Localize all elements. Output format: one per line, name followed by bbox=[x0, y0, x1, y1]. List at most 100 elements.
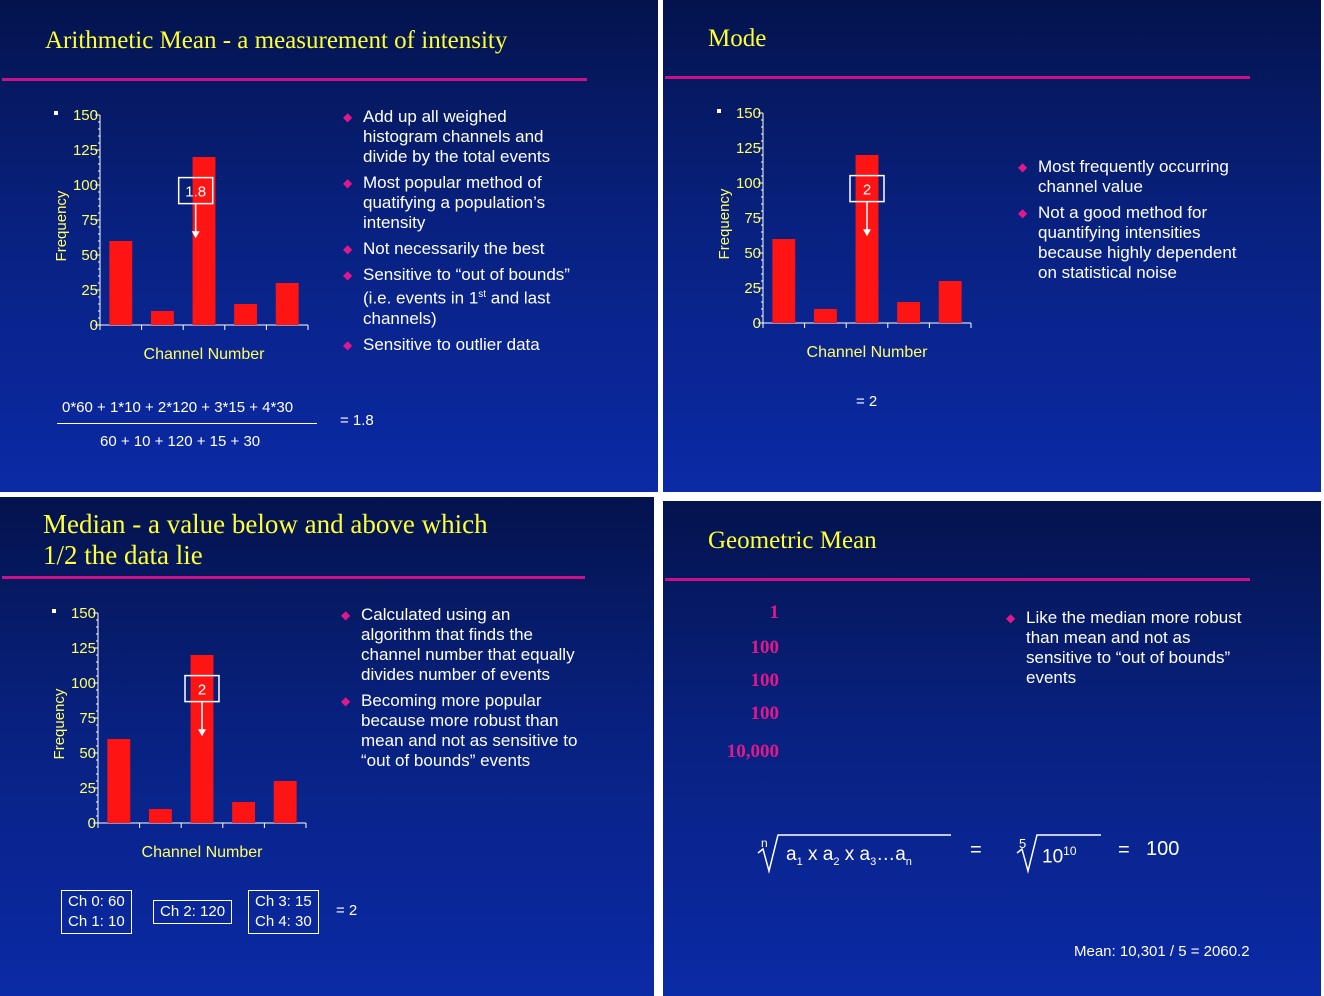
y-tick-label: 75 bbox=[79, 710, 96, 727]
y-axis-label: Frequency bbox=[51, 688, 68, 759]
bar bbox=[192, 157, 216, 325]
bullet-text: Sensitive to “out of bounds” (i.e. event… bbox=[363, 265, 570, 308]
slide-title: Mode bbox=[708, 25, 767, 52]
bullet-item: Becoming more popular because more robus… bbox=[341, 691, 581, 771]
arithmetic-mean-note: Mean: 10,301 / 5 = 2060.2 bbox=[1074, 943, 1250, 960]
y-tick-label: 150 bbox=[73, 107, 98, 124]
annotation-label: 2 bbox=[863, 182, 871, 199]
y-tick-label: 100 bbox=[736, 175, 761, 192]
title-rule bbox=[665, 76, 1250, 79]
legend-marker bbox=[52, 609, 56, 613]
slide-title: Arithmetic Mean - a measurement of inten… bbox=[45, 27, 508, 54]
slide-arithmetic-mean: Arithmetic Mean - a measurement of inten… bbox=[0, 0, 658, 492]
bullet-item: Add up all weighed histogram channels an… bbox=[343, 107, 583, 167]
formula-result: = 1.8 bbox=[340, 412, 374, 429]
bar bbox=[897, 302, 921, 323]
y-tick-label: 0 bbox=[753, 315, 761, 332]
bar bbox=[232, 802, 256, 823]
bar bbox=[150, 311, 174, 325]
x-axis-label: Channel Number bbox=[807, 344, 929, 361]
bullet-list: Add up all weighed histogram channels an… bbox=[343, 107, 583, 361]
bar bbox=[855, 155, 879, 323]
y-tick-label: 100 bbox=[71, 675, 96, 692]
bar bbox=[107, 739, 131, 823]
slide-geometric-mean: Geometric Mean 1 100 100 100 10,000 Like… bbox=[663, 501, 1321, 996]
title-rule bbox=[665, 578, 1250, 581]
bullet-item: Not necessarily the best bbox=[343, 239, 583, 259]
slide-mode: Mode 0 25 50 75 100 125 150 Channel Number Frequ… bbox=[663, 0, 1321, 492]
y-tick-label: 25 bbox=[79, 780, 96, 797]
value-item: 100 bbox=[750, 670, 780, 691]
bullet-item: Sensitive to outlier data bbox=[343, 335, 583, 355]
y-tick-label: 100 bbox=[73, 177, 98, 194]
bullet-list: Like the median more robust than mean an… bbox=[1006, 608, 1246, 694]
y-tick-label: 50 bbox=[81, 247, 98, 264]
annotation-label: 1.8 bbox=[185, 184, 206, 201]
radical-sign bbox=[757, 834, 951, 874]
title-rule bbox=[2, 78, 587, 81]
bar bbox=[234, 304, 258, 325]
bar bbox=[109, 241, 133, 325]
bullet-item: Calculated using an algorithm that finds… bbox=[341, 605, 581, 685]
value-item: 10,000 bbox=[726, 741, 779, 762]
bar bbox=[275, 283, 299, 325]
product-expression: a1 x a2 x a3…an bbox=[786, 844, 912, 868]
bullet-item: Most frequently occurring channel value bbox=[1018, 157, 1258, 197]
box-line: Ch 3: 15 bbox=[255, 893, 312, 910]
bar bbox=[772, 239, 796, 323]
y-tick-label: 50 bbox=[744, 245, 761, 262]
histogram-chart: 0 25 50 75 100 125 150 Channel Number Frequency 2 bbox=[716, 105, 972, 361]
bar bbox=[938, 281, 962, 323]
y-tick-label: 150 bbox=[736, 105, 761, 122]
y-tick-label: 125 bbox=[71, 640, 96, 657]
annotation-arrowhead bbox=[191, 231, 200, 239]
slide-median: Median - a value below and above which 1… bbox=[0, 497, 654, 996]
bar bbox=[190, 655, 214, 823]
box-line: Ch 0: 60 bbox=[68, 893, 125, 910]
annotation-label: 2 bbox=[198, 682, 206, 699]
mode-result: = 2 bbox=[856, 393, 878, 410]
x-axis-label: Channel Number bbox=[142, 844, 264, 861]
bullet-item: Most popular method of quatifying a popu… bbox=[343, 173, 583, 233]
slide-title-line2: 1/2 the data lie bbox=[43, 540, 203, 570]
title-rule bbox=[2, 576, 585, 579]
bullet-text: and last channels) bbox=[363, 288, 551, 328]
y-tick-label: 25 bbox=[81, 282, 98, 299]
bullet-item: Not a good method for quantifying intens… bbox=[1018, 203, 1258, 283]
formula-denominator: 60 + 10 + 120 + 15 + 30 bbox=[100, 433, 261, 450]
value-item: 100 bbox=[750, 637, 780, 658]
geometric-mean-answer: 100 bbox=[1146, 838, 1180, 860]
slide-title-line1: Median - a value below and above which bbox=[43, 509, 488, 539]
box-line: Ch 1: 10 bbox=[68, 913, 125, 930]
y-tick-label: 75 bbox=[744, 210, 761, 227]
channel-box-low: Ch 0: 60 Ch 1: 10 bbox=[61, 890, 132, 934]
bullet-item: Sensitive to “out of bounds” (i.e. event… bbox=[343, 265, 583, 329]
y-axis-label: Frequency bbox=[53, 190, 70, 261]
formula-numerator: 0*60 + 1*10 + 2*120 + 3*15 + 4*30 bbox=[62, 399, 294, 416]
channel-box-high: Ch 3: 15 Ch 4: 30 bbox=[248, 890, 319, 934]
bullet-list: Calculated using an algorithm that finds… bbox=[341, 605, 581, 777]
channel-box-mid: Ch 2: 120 bbox=[153, 900, 233, 924]
value-item: 1 bbox=[769, 602, 780, 623]
y-tick-label: 0 bbox=[88, 815, 96, 832]
power-expression: 1010 bbox=[1042, 844, 1077, 868]
y-tick-label: 0 bbox=[90, 317, 98, 334]
y-tick-label: 25 bbox=[744, 280, 761, 297]
bar bbox=[148, 809, 172, 823]
bullet-list: Most frequently occurring channel value … bbox=[1018, 157, 1258, 289]
bar bbox=[273, 781, 297, 823]
histogram-chart: 0 25 50 75 100 125 150 Channel Number Frequency 1… bbox=[53, 107, 309, 363]
annotation-arrowhead bbox=[198, 729, 206, 737]
equals-sign: = bbox=[970, 839, 982, 861]
radical-sign-5 bbox=[1016, 834, 1101, 874]
slide-title: Geometric Mean bbox=[708, 527, 877, 554]
power-base: 10 bbox=[1042, 846, 1064, 868]
histogram-chart: 0 25 50 75 100 125 150 Channel Number Frequency 2 bbox=[51, 605, 307, 861]
x-axis-label: Channel Number bbox=[144, 346, 266, 363]
y-tick-label: 50 bbox=[79, 745, 96, 762]
power-exponent: 10 bbox=[1063, 844, 1077, 858]
equals-sign: = bbox=[1118, 839, 1130, 861]
box-line: Ch 2: 120 bbox=[160, 903, 226, 920]
box-line: Ch 4: 30 bbox=[255, 913, 312, 930]
annotation-arrowhead bbox=[863, 229, 871, 237]
